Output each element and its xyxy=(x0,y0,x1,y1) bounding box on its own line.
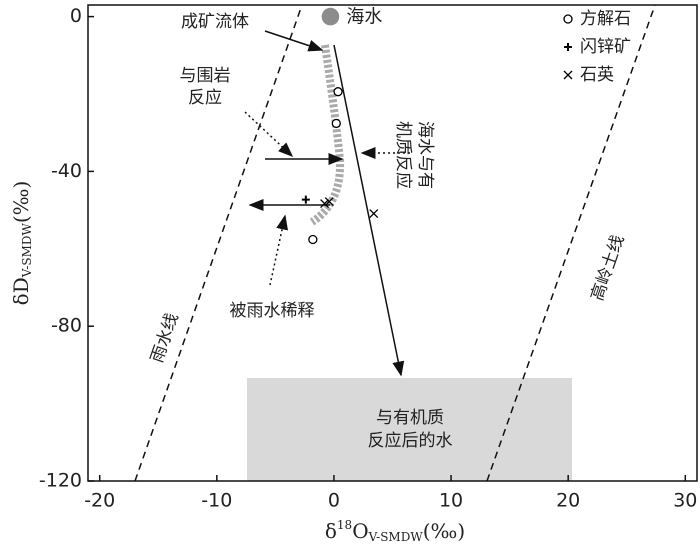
marker xyxy=(369,209,379,219)
marker xyxy=(320,199,330,208)
marker-dot xyxy=(324,197,334,207)
marker xyxy=(321,7,340,26)
fluid-arrow xyxy=(264,30,324,52)
x-tick-label: -10 xyxy=(201,490,232,512)
marker xyxy=(331,118,341,129)
x-tick-label: 30 xyxy=(673,490,697,512)
x-tick-label: 10 xyxy=(439,490,463,512)
marker-dot xyxy=(321,7,340,26)
wallrock-pointer xyxy=(244,111,294,158)
fluid-band xyxy=(309,44,345,226)
annotation: 机质反应 xyxy=(393,121,413,189)
marker-dot xyxy=(333,87,343,97)
legend-marker xyxy=(563,14,573,24)
annotation: 成矿流体 xyxy=(181,12,249,32)
legend-label: 方解石 xyxy=(580,9,631,29)
x-tick-label: 0 xyxy=(328,490,340,512)
marker xyxy=(308,234,318,245)
x-axis-label: δ18OV-SMDW(‰) xyxy=(325,518,465,544)
marker xyxy=(324,197,334,207)
y-tick-label: -120 xyxy=(39,470,82,492)
y-axis-label: δDV-SMDW(‰) xyxy=(9,181,34,306)
y-tick-label: -80 xyxy=(51,315,82,337)
y-tick-label: 0 xyxy=(70,5,82,27)
meteoric-water-line xyxy=(134,4,303,482)
annotation: 反应 xyxy=(188,88,222,108)
annotation: 反应后的水 xyxy=(368,431,453,451)
marker-dot xyxy=(331,118,341,129)
annotation: 与有机质 xyxy=(376,408,444,428)
legend-marker xyxy=(564,43,572,51)
legend-label: 闪锌矿 xyxy=(580,37,631,57)
annotation: 雨水线 xyxy=(147,311,183,366)
legend-label: 海水 xyxy=(346,7,382,28)
marker-dot xyxy=(369,209,379,219)
marker-dot xyxy=(308,234,318,245)
organic-water-box xyxy=(247,378,572,481)
marker-dot xyxy=(563,14,573,24)
legend-label: 石英 xyxy=(580,65,614,85)
dilution-pointer xyxy=(269,214,288,286)
marker-dot xyxy=(301,195,310,204)
marker xyxy=(333,87,343,97)
marker-dot xyxy=(564,43,572,51)
annotation: 海水与有 xyxy=(415,121,435,189)
plot-frame xyxy=(87,4,698,482)
evolution-arrow xyxy=(333,44,405,377)
annotation: 被雨水稀释 xyxy=(230,301,315,321)
x-tick-label: 20 xyxy=(556,490,580,512)
kaolinite-line xyxy=(486,4,656,482)
marker xyxy=(301,195,310,204)
marker-dot xyxy=(320,199,330,208)
x-tick-label: -20 xyxy=(84,490,115,512)
legend-marker xyxy=(563,70,573,80)
marker-dot xyxy=(563,70,573,80)
annotation: 与围岩 xyxy=(180,66,231,86)
annotation: 高岭土线 xyxy=(587,233,628,304)
y-tick-label: -40 xyxy=(51,160,82,182)
